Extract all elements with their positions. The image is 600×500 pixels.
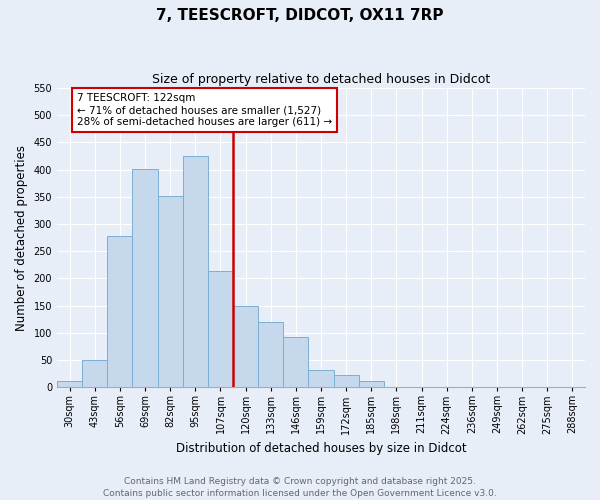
X-axis label: Distribution of detached houses by size in Didcot: Distribution of detached houses by size … bbox=[176, 442, 466, 455]
Bar bbox=[133, 168, 158, 387]
Bar bbox=[82, 360, 107, 387]
Bar bbox=[283, 336, 308, 387]
Bar bbox=[183, 156, 208, 387]
Title: Size of property relative to detached houses in Didcot: Size of property relative to detached ho… bbox=[152, 72, 490, 86]
Bar bbox=[57, 380, 82, 387]
Text: 7 TEESCROFT: 122sqm
← 71% of detached houses are smaller (1,527)
28% of semi-det: 7 TEESCROFT: 122sqm ← 71% of detached ho… bbox=[77, 94, 332, 126]
Bar bbox=[359, 380, 384, 387]
Y-axis label: Number of detached properties: Number of detached properties bbox=[15, 144, 28, 330]
Bar bbox=[258, 322, 283, 387]
Bar bbox=[208, 272, 233, 387]
Bar bbox=[334, 376, 359, 387]
Bar bbox=[158, 196, 183, 387]
Bar bbox=[233, 306, 258, 387]
Bar bbox=[107, 236, 133, 387]
Bar bbox=[308, 370, 334, 387]
Text: Contains HM Land Registry data © Crown copyright and database right 2025.
Contai: Contains HM Land Registry data © Crown c… bbox=[103, 476, 497, 498]
Text: 7, TEESCROFT, DIDCOT, OX11 7RP: 7, TEESCROFT, DIDCOT, OX11 7RP bbox=[156, 8, 444, 22]
